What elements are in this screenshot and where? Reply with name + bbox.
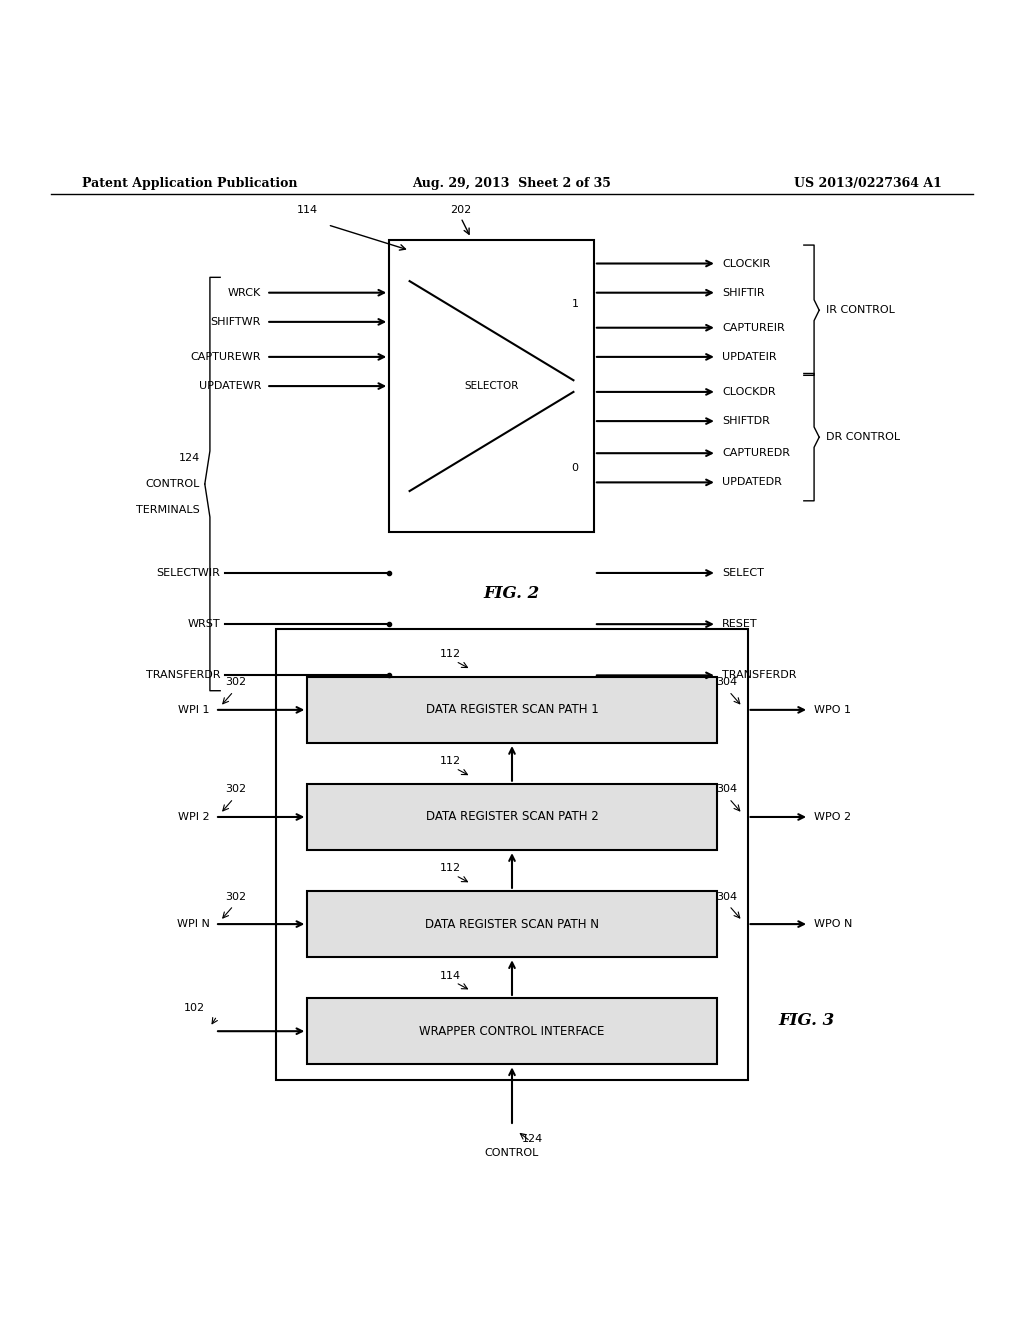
- Text: WPO 1: WPO 1: [814, 705, 851, 715]
- Text: WPO N: WPO N: [814, 919, 852, 929]
- Text: CONTROL: CONTROL: [484, 1148, 540, 1159]
- Text: DATA REGISTER SCAN PATH 1: DATA REGISTER SCAN PATH 1: [426, 704, 598, 717]
- Text: SELECTWIR: SELECTWIR: [157, 568, 220, 578]
- Text: SHIFTWR: SHIFTWR: [211, 317, 261, 327]
- Text: RESET: RESET: [722, 619, 758, 630]
- Text: SHIFTDR: SHIFTDR: [722, 416, 770, 426]
- Text: 112: 112: [440, 863, 461, 874]
- Bar: [307, 891, 717, 957]
- Text: FIG. 3: FIG. 3: [778, 1012, 835, 1030]
- Bar: [307, 998, 717, 1064]
- Text: 202: 202: [451, 205, 471, 215]
- Bar: [307, 677, 717, 743]
- Text: CAPTUREWR: CAPTUREWR: [190, 352, 261, 362]
- Text: 124: 124: [178, 454, 200, 463]
- Text: 304: 304: [716, 891, 737, 902]
- Bar: [389, 240, 594, 532]
- Text: 304: 304: [716, 784, 737, 795]
- Text: 302: 302: [225, 784, 247, 795]
- Text: Patent Application Publication: Patent Application Publication: [82, 177, 297, 190]
- Text: SELECT: SELECT: [722, 568, 764, 578]
- Bar: [307, 784, 717, 850]
- Text: WPI 2: WPI 2: [178, 812, 210, 822]
- Text: IR CONTROL: IR CONTROL: [826, 305, 895, 315]
- Text: SELECTOR: SELECTOR: [464, 381, 519, 391]
- Text: TRANSFERDR: TRANSFERDR: [145, 671, 220, 680]
- Text: FIG. 2: FIG. 2: [484, 585, 540, 602]
- Text: US 2013/0227364 A1: US 2013/0227364 A1: [795, 177, 942, 190]
- Text: DR CONTROL: DR CONTROL: [826, 432, 900, 442]
- Text: 304: 304: [716, 677, 737, 688]
- Text: 102: 102: [183, 1003, 205, 1012]
- Text: 1: 1: [571, 300, 579, 309]
- Text: 302: 302: [225, 677, 247, 688]
- Text: DATA REGISTER SCAN PATH N: DATA REGISTER SCAN PATH N: [425, 917, 599, 931]
- Text: UPDATEWR: UPDATEWR: [199, 381, 261, 391]
- Text: 302: 302: [225, 891, 247, 902]
- Text: 114: 114: [440, 970, 461, 981]
- Text: 114: 114: [297, 205, 317, 215]
- Text: WRAPPER CONTROL INTERFACE: WRAPPER CONTROL INTERFACE: [419, 1024, 605, 1038]
- Bar: [276, 630, 748, 1080]
- Text: 124: 124: [522, 1134, 544, 1144]
- Text: DATA REGISTER SCAN PATH 2: DATA REGISTER SCAN PATH 2: [426, 810, 598, 824]
- Text: TERMINALS: TERMINALS: [136, 504, 200, 515]
- Text: CONTROL: CONTROL: [145, 479, 200, 488]
- Text: 0: 0: [571, 463, 579, 473]
- Text: WPI 1: WPI 1: [178, 705, 210, 715]
- Text: Aug. 29, 2013  Sheet 2 of 35: Aug. 29, 2013 Sheet 2 of 35: [413, 177, 611, 190]
- Text: CAPTUREDR: CAPTUREDR: [722, 449, 790, 458]
- Text: WRST: WRST: [187, 619, 220, 630]
- Text: TRANSFERDR: TRANSFERDR: [722, 671, 797, 680]
- Text: WPO 2: WPO 2: [814, 812, 851, 822]
- Text: CLOCKIR: CLOCKIR: [722, 259, 770, 268]
- Text: UPDATEIR: UPDATEIR: [722, 352, 776, 362]
- Text: WPI N: WPI N: [177, 919, 210, 929]
- Text: CLOCKDR: CLOCKDR: [722, 387, 775, 397]
- Text: SHIFTIR: SHIFTIR: [722, 288, 765, 298]
- Text: UPDATEDR: UPDATEDR: [722, 478, 781, 487]
- Text: 112: 112: [440, 649, 461, 659]
- Text: 112: 112: [440, 756, 461, 767]
- Text: CAPTUREIR: CAPTUREIR: [722, 322, 784, 333]
- Text: WRCK: WRCK: [228, 288, 261, 298]
